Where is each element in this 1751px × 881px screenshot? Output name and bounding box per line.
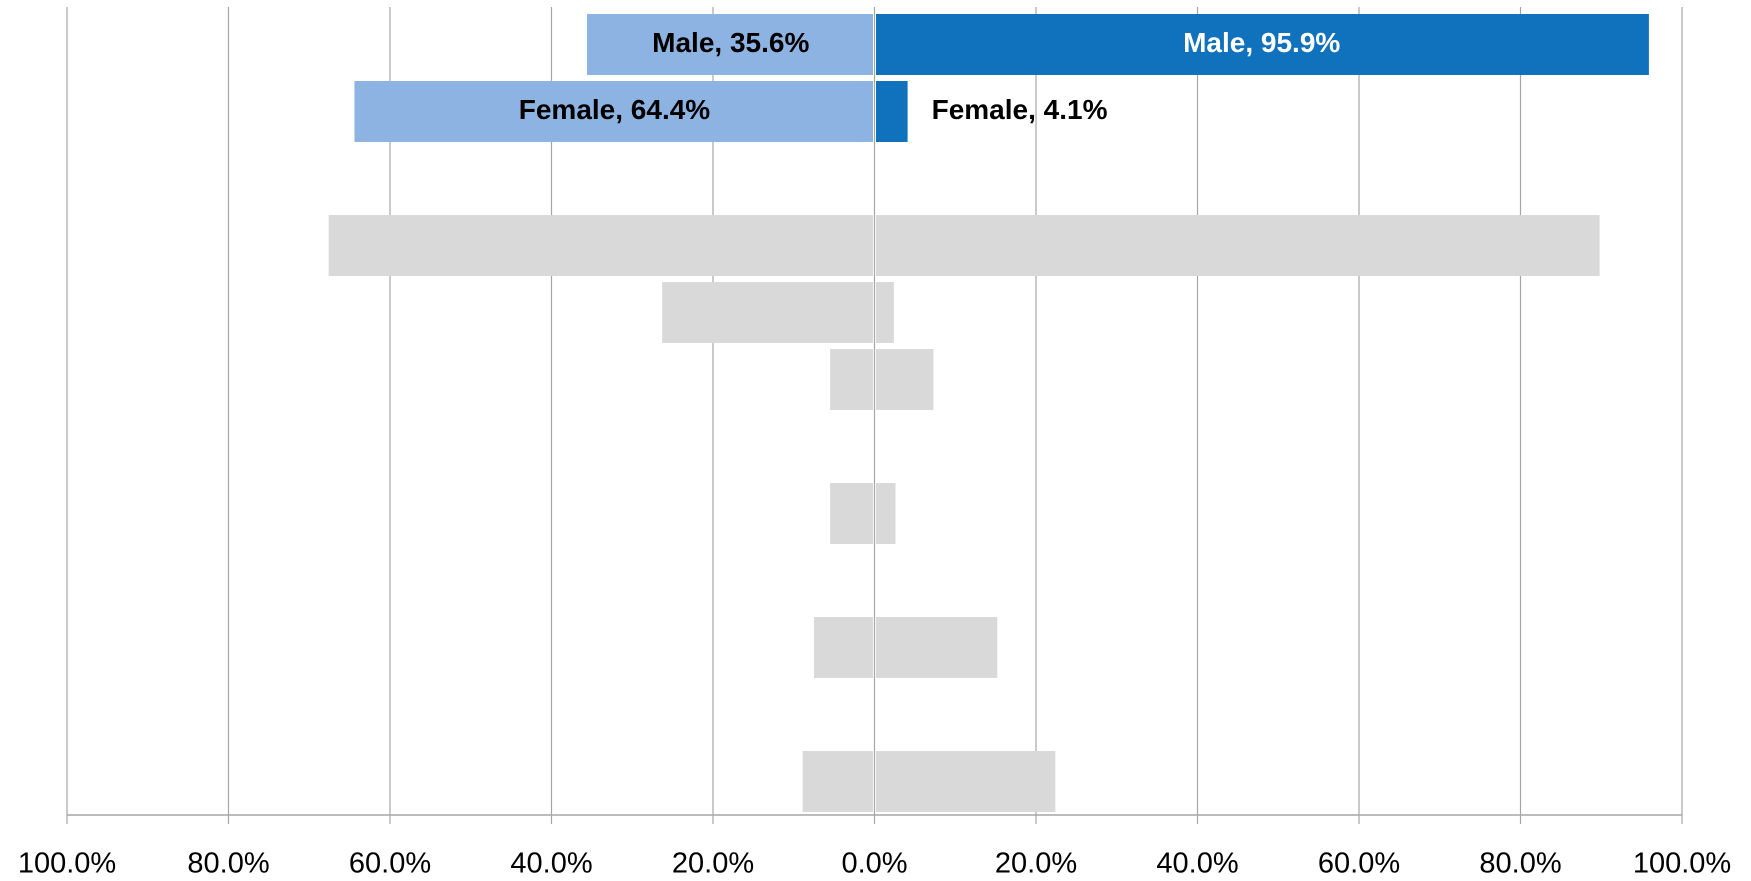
bar <box>354 81 874 142</box>
bar <box>802 751 873 812</box>
bar <box>876 349 934 410</box>
x-tick-label: 20.0% <box>995 848 1077 880</box>
x-tick-label: 60.0% <box>1318 848 1400 880</box>
data-label: Female, 64.4% <box>519 94 711 125</box>
bar <box>876 282 894 343</box>
x-tick-label: 100.0% <box>18 848 116 880</box>
bar <box>813 617 873 678</box>
x-tick-label: 80.0% <box>187 848 269 880</box>
bar <box>587 14 873 75</box>
bar <box>328 215 873 276</box>
x-tick-label: 100.0% <box>1633 848 1731 880</box>
bar <box>876 483 896 544</box>
bar <box>876 751 1056 812</box>
data-label: Male, 95.9% <box>1183 27 1340 58</box>
bar <box>662 282 873 343</box>
x-tick-label: 0.0% <box>841 848 907 880</box>
bar <box>876 215 1600 276</box>
bar <box>876 14 1649 75</box>
data-label: Female, 4.1% <box>932 94 1108 125</box>
x-tick-label: 20.0% <box>672 848 754 880</box>
x-tick-label: 40.0% <box>1156 848 1238 880</box>
data-label: Male, 35.6% <box>652 27 809 58</box>
bar <box>830 483 873 544</box>
bar <box>876 81 908 142</box>
x-tick-label: 60.0% <box>349 848 431 880</box>
bar <box>830 349 873 410</box>
x-tick-label: 80.0% <box>1479 848 1561 880</box>
bar <box>876 617 998 678</box>
x-tick-label: 40.0% <box>510 848 592 880</box>
